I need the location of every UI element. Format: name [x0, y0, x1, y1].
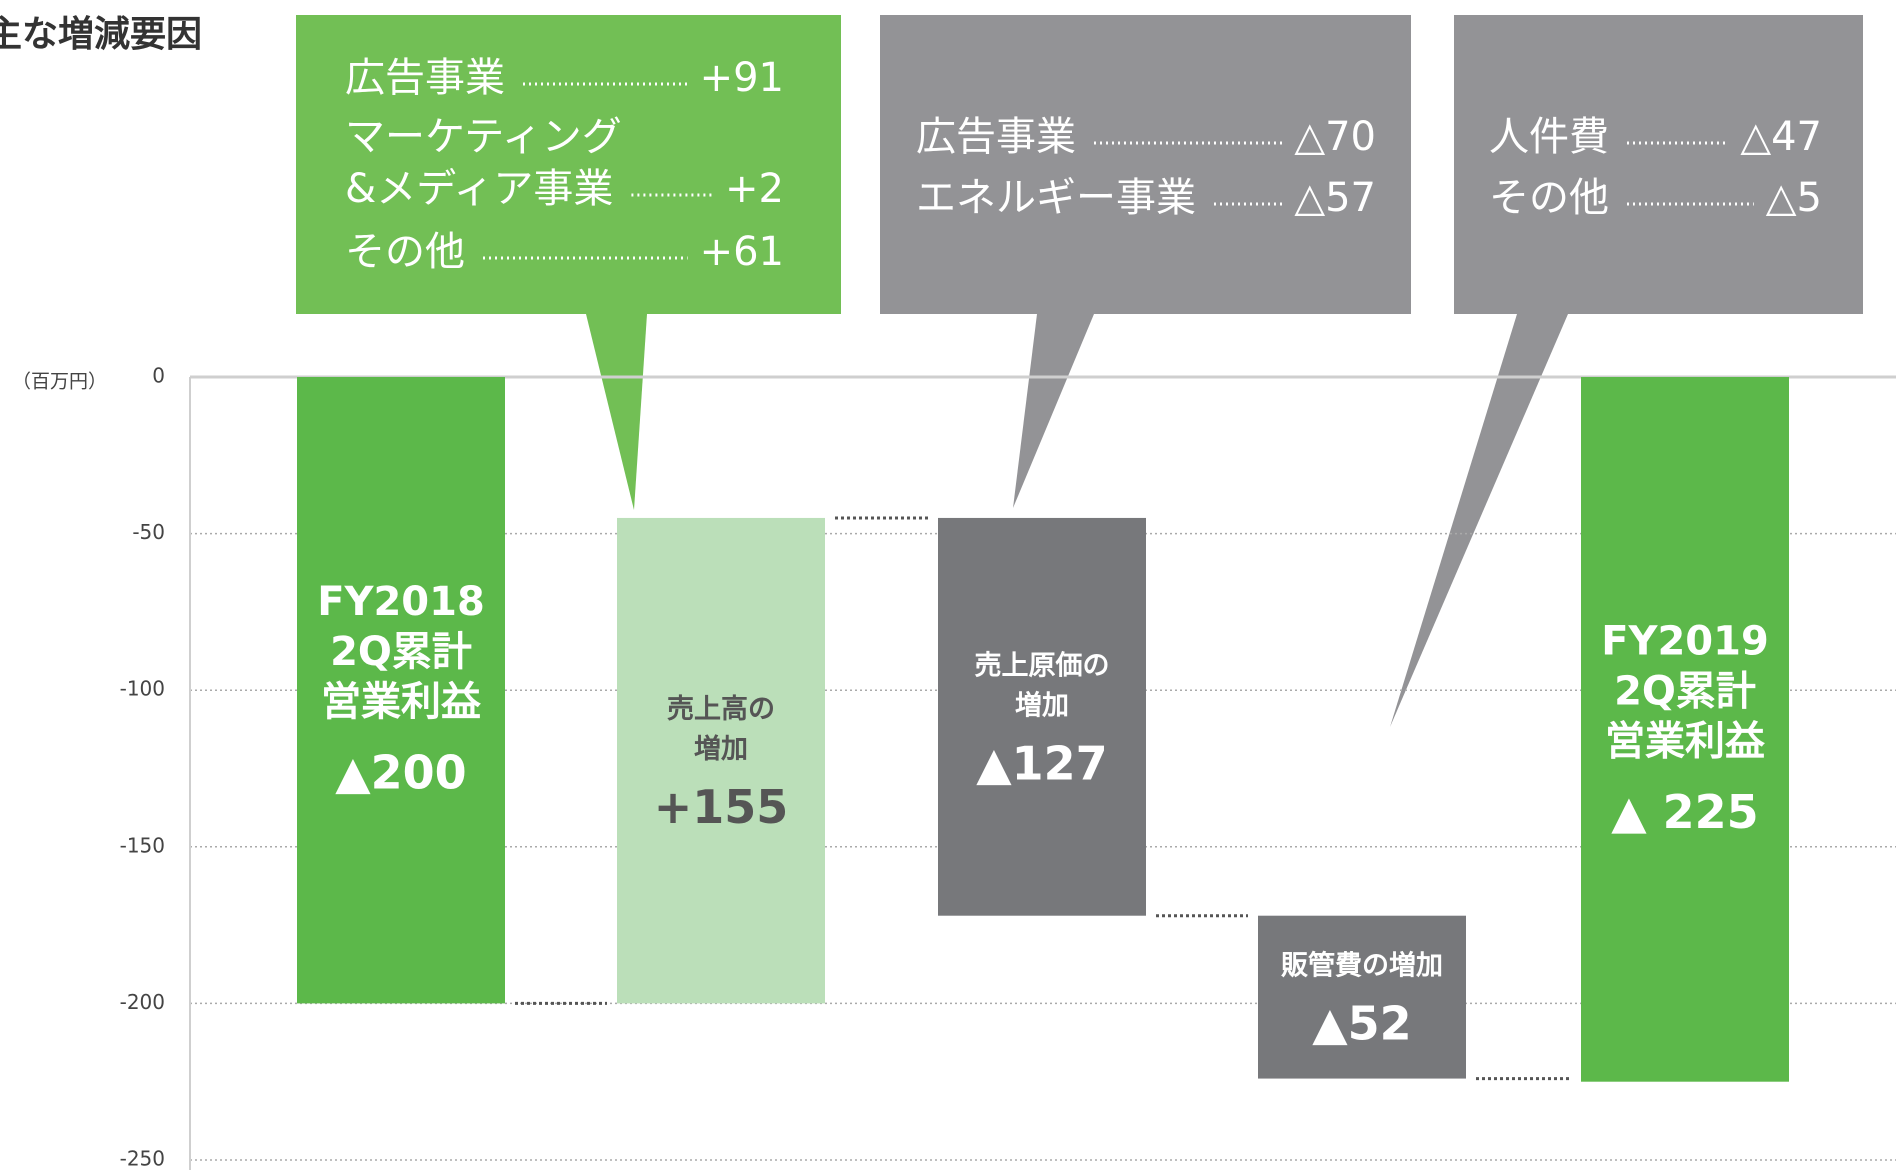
bar-category: FY2018 [317, 579, 485, 625]
callout-item-value: △70 [1294, 114, 1376, 160]
callout-pointer [1013, 314, 1094, 508]
bar-category: 販管費の増加 [1281, 950, 1443, 982]
callout-item-name: 人件費 [1489, 114, 1609, 160]
callout-item-name: 広告事業 [345, 55, 505, 101]
bar [1581, 377, 1789, 1082]
bar-category: 増加 [694, 733, 748, 765]
callout-item-value: +91 [700, 55, 784, 101]
value-label: ▲127 [976, 736, 1107, 790]
y-tick-label: -200 [120, 990, 165, 1014]
bar-category: FY2019 [1601, 618, 1769, 664]
y-unit: （百万円） [12, 371, 107, 393]
callout-item-name: マーケティング [345, 114, 622, 160]
bar-category: 営業利益 [321, 679, 481, 725]
bar [617, 517, 825, 1004]
chart-title: 主な増減要因 [0, 14, 202, 55]
callout-box [880, 15, 1411, 314]
y-tick-label: 0 [152, 364, 165, 388]
callout-item-name: エネルギー事業 [916, 175, 1196, 221]
bar-category: 売上原価の [975, 650, 1110, 681]
bar [297, 377, 505, 1004]
callout-pointer [586, 314, 647, 510]
bar-category: 増加 [1015, 689, 1069, 721]
callout-box [296, 15, 841, 314]
y-tick-label: -250 [120, 1147, 165, 1170]
bar-category: 営業利益 [1605, 718, 1765, 764]
callout-item-value: △5 [1766, 175, 1822, 221]
callout-item-name: &メディア事業 [345, 166, 613, 212]
callout-item-value: +61 [700, 229, 784, 275]
callout-box [1454, 15, 1863, 314]
y-tick-label: -150 [120, 833, 165, 857]
callout-item-name: その他 [345, 229, 465, 275]
bar [938, 517, 1146, 916]
y-tick-label: -50 [132, 520, 165, 544]
value-label: ▲52 [1312, 997, 1411, 1051]
callout-item-name: 広告事業 [916, 114, 1076, 160]
callout-item-name: その他 [1489, 175, 1609, 221]
callout-item-value: △47 [1740, 114, 1822, 160]
callout-item-value: +2 [725, 166, 784, 212]
bar-category: 売上高の [667, 694, 775, 725]
y-tick-label: -100 [120, 677, 165, 701]
value-label: ▲200 [335, 746, 466, 800]
callout-pointer [1390, 314, 1568, 727]
bar-category: 2Q累計 [330, 629, 472, 675]
bar-category: 2Q累計 [1614, 668, 1756, 714]
value-label: +155 [654, 780, 789, 834]
callout-item-value: △57 [1294, 175, 1376, 221]
bar [1258, 915, 1466, 1079]
value-label: ▲ 225 [1611, 785, 1758, 839]
